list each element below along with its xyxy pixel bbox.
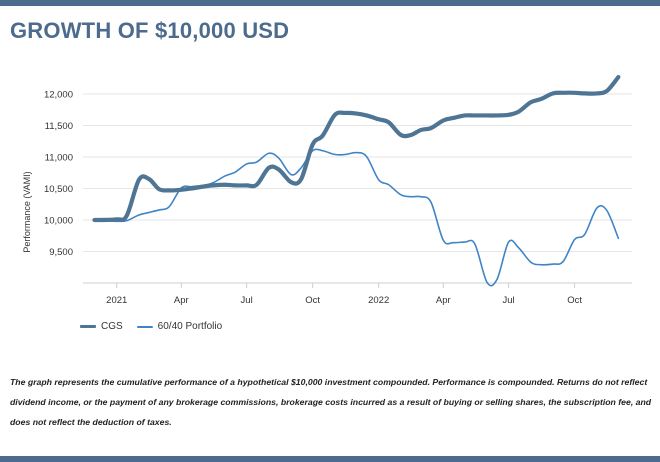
y-tick-label: 9,500 [49,247,73,258]
disclaimer-text: The graph represents the cumulative perf… [10,377,652,427]
chart-series [92,74,621,287]
y-tick-label: 11,500 [45,121,73,132]
x-axis-ticks: 2021 Apr Jul Oct 2022 Apr Jul Oct [106,283,582,306]
bottom-accent-bar [0,456,660,462]
x-tick-label: 2021 [106,295,127,306]
y-axis-label: Performance (VAMI) [22,171,32,252]
page-title: GROWTH OF $10,000 USD [10,18,290,43]
x-tick-label: Apr [174,295,189,306]
legend-label-cgs: CGS [101,321,123,332]
legend-label-portfolio: 60/40 Portfolio [157,321,223,332]
series-line-cgs [92,74,621,223]
y-tick-label: 10,000 [44,216,73,227]
y-tick-label: 12,000 [44,90,73,101]
series-line-portfolio [93,148,620,287]
growth-chart: 9,500 10,000 10,500 11,000 11,500 12,000 2021… [22,74,632,306]
x-tick-label: Jul [502,295,514,306]
x-tick-label: 2022 [368,295,389,306]
x-tick-label: Oct [305,295,320,306]
legend-swatch-portfolio [136,325,153,328]
x-tick-label: Apr [436,295,451,306]
legend-item-cgs[interactable]: CGS [80,321,123,332]
y-axis-ticks: 9,500 10,000 10,500 11,000 11,500 12,000 [44,90,73,258]
chart-gridlines [83,93,632,253]
legend-swatch-cgs [80,325,96,328]
y-tick-label: 10,500 [44,184,73,195]
legend-item-portfolio[interactable]: 60/40 Portfolio [136,321,223,332]
top-accent-bar [0,0,660,6]
chart-legend: CGS 60/40 Portfolio [80,321,222,332]
y-tick-label: 11,000 [45,153,73,164]
x-tick-label: Oct [567,295,582,306]
x-tick-label: Jul [241,295,253,306]
